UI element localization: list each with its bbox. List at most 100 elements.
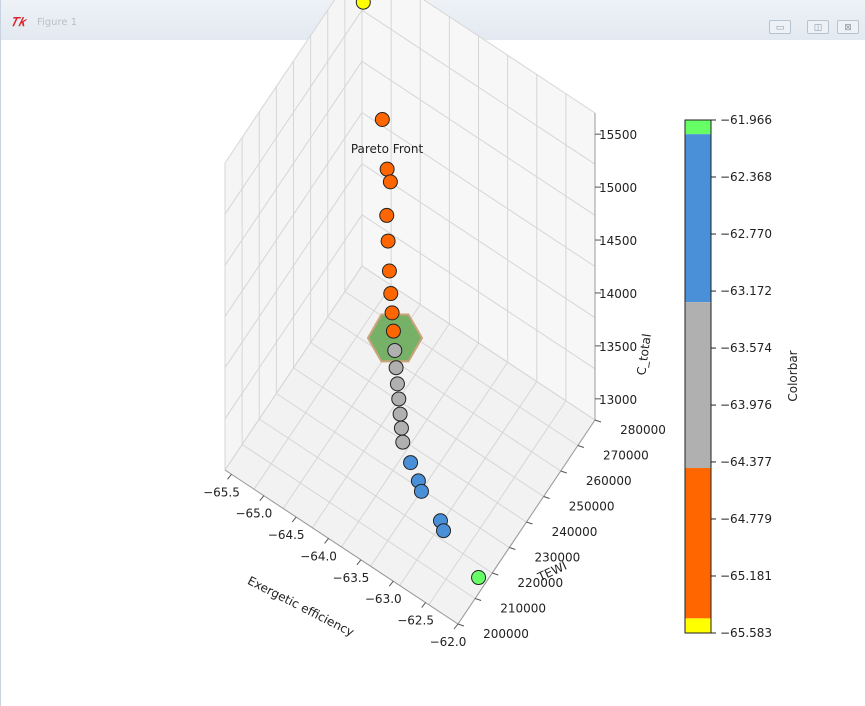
colorbar-tick-label: −64.377 (720, 455, 772, 469)
y-tick-mark (594, 419, 602, 423)
grid-line (361, 112, 596, 267)
grid-line (370, 361, 509, 567)
data-point (395, 434, 411, 450)
data-point (413, 483, 429, 499)
data-point (379, 207, 395, 223)
colorbar-tick-label: −61.966 (720, 113, 772, 127)
maximize-button[interactable]: ◫ (807, 20, 829, 34)
grid-line (310, 342, 544, 497)
x-tick-mark (259, 495, 265, 501)
y-tick-mark (560, 470, 567, 474)
grid-line (224, 112, 363, 317)
close-button[interactable]: ⊠ (837, 20, 859, 34)
colorbar-tick-label: −63.172 (720, 284, 772, 298)
data-point (379, 161, 395, 177)
y-tick-label: 280000 (620, 423, 666, 437)
y-tick-label: 210000 (500, 602, 546, 616)
grid-line (224, 265, 363, 471)
colorbar-tick-label: −62.770 (720, 227, 772, 241)
grid-line (361, 163, 596, 319)
grid-line (327, 316, 562, 472)
colorbar-tick-label: −65.583 (720, 626, 772, 640)
y-tick-mark (509, 547, 516, 550)
data-point (436, 523, 452, 539)
y-tick-label: 200000 (483, 627, 529, 641)
x-tick-label: −62.0 (430, 635, 467, 649)
x-tick-mark (453, 623, 459, 630)
data-point (393, 420, 409, 436)
colorbar-tick-label: −62.368 (720, 170, 772, 184)
data-point (385, 323, 401, 339)
close-icon: ⊠ (844, 23, 852, 33)
y-tick-mark (543, 496, 550, 499)
z-tick-label: 15500 (599, 128, 637, 142)
data-point (382, 174, 398, 190)
y-tick-mark (457, 623, 465, 627)
data-point (380, 233, 396, 249)
colorbar-label: Colorbar (786, 350, 800, 401)
data-point (471, 570, 487, 586)
y-tick-mark (526, 521, 533, 525)
grid-line (293, 367, 527, 523)
window-title: Figure 1 (37, 17, 78, 28)
x-tick-mark (227, 473, 232, 480)
z-tick-label: 14500 (599, 234, 637, 248)
x-tick-label: −63.5 (333, 571, 370, 585)
y-tick-mark (474, 598, 482, 601)
grid-line (428, 400, 567, 606)
colorbar-band (685, 618, 711, 633)
colorbar: −61.966 −62.368 −62.770 −63.172 −63.574 −63.9… (684, 113, 772, 640)
maximize-icon: ◫ (813, 23, 823, 33)
x-tick-mark (356, 559, 362, 566)
y-tick-label: 240000 (552, 525, 598, 539)
minimize-icon: ▭ (775, 23, 785, 33)
data-point (384, 305, 400, 321)
data-point (355, 0, 371, 10)
colorbar-band (685, 134, 711, 303)
colorbar-band (685, 120, 711, 135)
y-tick-mark (492, 572, 499, 576)
z-tick-label: 13000 (599, 393, 637, 407)
x-tick-mark (388, 580, 394, 587)
grid-line (361, 9, 596, 165)
x-tick-label: −62.5 (397, 614, 434, 628)
data-point (392, 406, 408, 422)
axes-ticks: −65.5 −65.0 −64.5 −64.0 −63.5 −63.0 −62.5 −62.0… (203, 128, 666, 649)
grid-line (224, 163, 363, 368)
colorbar-tick-label: −65.181 (720, 569, 772, 583)
grid-line (224, 9, 363, 215)
x-tick-label: −65.0 (235, 507, 272, 521)
colorbar-tick-label: −63.574 (720, 341, 772, 355)
data-point (391, 391, 407, 407)
colorbar-band (685, 468, 711, 619)
grid-line (224, 0, 336, 164)
grid-line (423, 0, 596, 114)
data-point (387, 342, 403, 358)
z-tick-label: 15000 (599, 181, 637, 195)
data-point (381, 263, 397, 279)
y-tick-mark (577, 445, 585, 448)
x-tick-mark (291, 516, 297, 523)
data-point (374, 111, 390, 127)
grid-line (361, 214, 596, 370)
z-axis-label: C_total (634, 333, 654, 376)
axes-grid (224, 0, 596, 625)
data-point (388, 360, 404, 376)
grid-line (399, 381, 538, 586)
colorbar-band (685, 302, 711, 469)
z-tick-label: 14000 (599, 287, 637, 301)
y-tick-label: 230000 (534, 551, 580, 565)
y-tick-label: 220000 (517, 576, 563, 590)
minimize-button[interactable]: ▭ (769, 20, 791, 34)
grid-line (224, 214, 363, 420)
x-tick-label: −65.5 (203, 485, 240, 499)
data-points (355, 0, 487, 586)
data-point (403, 455, 419, 471)
grid-line (224, 61, 363, 266)
chart-title: Pareto Front (351, 142, 424, 156)
z-tick-label: 13500 (599, 340, 637, 354)
grid-line (361, 60, 596, 216)
x-tick-label: −64.5 (268, 528, 305, 542)
